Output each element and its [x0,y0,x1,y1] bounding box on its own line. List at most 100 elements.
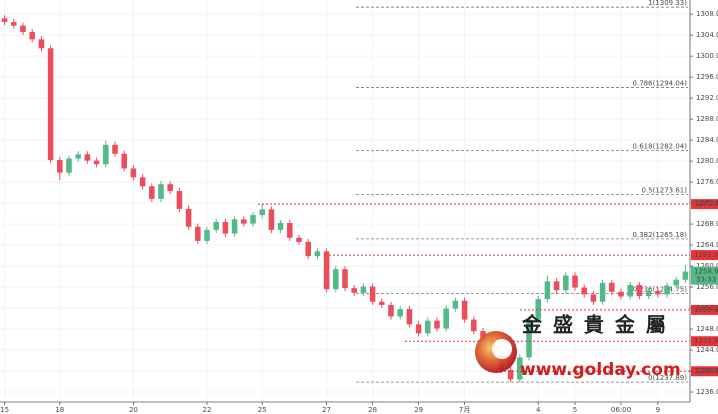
fib-label: 0.5(1273.61) [641,187,687,195]
candle-body [93,160,100,165]
x-tick-label: 9 [656,406,660,414]
candle-body [167,184,173,192]
x-tick-label: 20 [129,406,138,414]
candle-body [553,281,560,291]
last-price-tag [691,266,718,285]
candle-body [599,282,606,302]
candle-body [259,209,265,216]
candle-body [38,39,45,49]
last-price-label: 1258.95 [694,268,718,276]
x-tick-label: 5 [573,406,577,414]
candle-body [526,319,532,358]
watermark-name: 金 盛 貴 金 屬 [521,313,668,337]
y-tick-label: 1248.00 [696,325,718,333]
fib-label: 0(1237.89) [648,374,687,382]
price-tag-label: 1251.65 [694,306,718,314]
candle-body [572,275,578,288]
logo-inner [492,339,512,359]
candle-body [682,271,689,280]
candle-body [461,300,468,320]
candle-body [645,291,652,296]
x-tick-label: 7月 [459,406,470,414]
candle-body [544,281,551,300]
candle-body [268,209,275,230]
candle-body [342,269,348,289]
candle-body [618,291,624,297]
y-tick-label: 1288.00 [696,115,718,123]
candle-body [333,269,339,290]
fib-label: 0.382(1265.18) [633,231,688,239]
candle-body [103,144,109,165]
y-tick-label: 1300.00 [696,52,718,60]
y-tick-label: 1280.00 [696,157,718,165]
candle-body [277,223,284,230]
y-tick-label: 1308.00 [696,10,718,18]
candle-body [195,226,201,241]
candle-body [139,177,146,187]
candle-body [535,299,541,320]
candle-body [296,237,302,242]
candle-body [379,301,385,305]
candle-body [471,319,477,332]
y-tick-label: 1244.00 [696,346,718,354]
x-tick-label: 06:00 [611,406,631,414]
candle-body [443,308,449,329]
candle-body [323,251,330,290]
x-tick-label: 4 [536,406,541,414]
fib-label: 0.236(1254.75) [633,286,688,294]
candle-body [213,221,219,230]
candle-body [47,48,54,161]
candle-body [590,294,597,302]
price-tag [691,199,718,210]
candle-body [434,320,440,329]
candle-body [158,184,164,199]
x-tick-label: 27 [322,406,331,414]
price-tag [691,366,718,377]
candle-body [627,284,633,297]
candle-body [149,186,155,199]
price-tag [691,304,718,315]
candle-body [1,18,8,23]
y-tick-label: 1292.00 [696,94,718,102]
candle-body [305,241,311,257]
x-tick-label: 29 [414,406,423,414]
candle-body [517,357,523,380]
candle-body [287,223,293,238]
watermark-url: www.golday.com [520,360,681,380]
candle-body [204,229,210,241]
fib-label: 0.786(1294.04) [633,79,688,87]
price-tag-label: 1262.09 [694,251,718,259]
candle-body [250,215,256,224]
candle-body [231,219,238,234]
candle-body [185,208,192,227]
candle-body [57,160,63,173]
y-tick-label: 1256.00 [696,283,718,291]
candle-body [397,309,403,317]
candle-body [360,286,367,293]
candle-body [112,144,118,154]
candle-body [415,324,422,334]
y-tick-label: 1260.00 [696,262,718,270]
watermark: 金 盛 貴 金 屬 www.golday.com [475,313,681,380]
candle-body [406,309,413,325]
countdown: 33:33 [696,276,716,284]
candle-body [655,291,661,295]
y-tick-label: 1284.00 [696,136,718,144]
candle-body [84,154,91,161]
candle-body [121,153,127,169]
y-tick-label: 1296.00 [696,73,718,81]
price-tag [691,250,718,261]
candle-body [29,32,35,40]
x-tick-label: 18 [55,406,64,414]
candle-body [130,168,137,178]
candle-body [20,25,26,33]
fib-label: 1(1309.33) [648,0,687,7]
y-tick-label: 1264.00 [696,241,718,249]
candle-body [241,219,247,224]
candle-body [369,286,376,302]
x-tick-label: 15 [0,406,9,414]
candle-body [425,320,431,334]
candle-body [452,300,459,309]
fib-label: 0.618(1282.04) [633,142,688,150]
